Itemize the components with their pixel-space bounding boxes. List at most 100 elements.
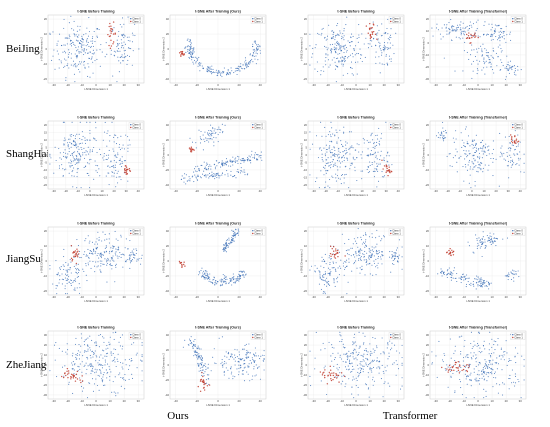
class0-point <box>393 252 395 254</box>
class0-point <box>472 251 474 253</box>
class0-point <box>247 351 249 354</box>
class0-point <box>246 371 248 373</box>
class0-point <box>249 352 251 354</box>
class0-point <box>238 156 240 158</box>
class0-point <box>58 165 61 167</box>
class0-point <box>101 254 103 256</box>
class0-point <box>90 370 92 372</box>
x-tick-label: 10 <box>109 399 113 403</box>
class0-point <box>331 161 333 163</box>
class1-point <box>70 378 72 380</box>
class0-point <box>387 152 389 154</box>
class0-point <box>118 42 120 45</box>
y-tick-label: -20 <box>165 62 169 66</box>
class0-point <box>343 51 345 54</box>
legend-label-class0: Class 0 <box>392 229 401 233</box>
class0-point <box>466 274 468 276</box>
class0-point <box>450 18 452 21</box>
class1-point <box>199 380 202 382</box>
class0-point <box>520 171 522 173</box>
class0-point <box>133 254 135 256</box>
class0-point <box>215 69 217 71</box>
y-tick-label: -40 <box>165 393 169 397</box>
class0-point <box>342 74 344 76</box>
class0-point <box>483 379 485 381</box>
class0-point <box>78 160 80 162</box>
class0-point <box>347 355 349 357</box>
class0-point <box>129 365 131 367</box>
class0-point <box>331 152 333 154</box>
class0-point <box>257 48 259 51</box>
class0-point <box>443 24 445 26</box>
class0-point <box>221 76 223 78</box>
class0-point <box>324 167 326 169</box>
class0-point <box>330 52 332 54</box>
class0-point <box>368 171 371 173</box>
class0-point <box>78 51 80 53</box>
class0-point <box>111 171 113 173</box>
class0-point <box>73 256 75 259</box>
class0-point <box>136 367 138 369</box>
class0-point <box>445 26 447 28</box>
class0-point <box>253 55 255 57</box>
class0-point <box>492 39 494 41</box>
class0-point <box>83 53 85 56</box>
class0-point <box>511 273 513 275</box>
class1-point <box>369 37 372 40</box>
class0-point <box>75 55 77 57</box>
class0-point <box>63 121 65 123</box>
class0-point <box>346 293 348 295</box>
class0-point <box>119 50 121 52</box>
class0-point <box>80 385 82 387</box>
class0-point <box>357 386 359 389</box>
class0-point <box>127 150 129 152</box>
class0-point <box>94 243 96 245</box>
class0-point <box>319 148 321 150</box>
class0-point <box>198 365 200 367</box>
class0-point <box>373 351 375 353</box>
class0-point <box>472 23 475 25</box>
class0-point <box>112 381 114 383</box>
class0-point <box>206 273 208 275</box>
class0-point <box>470 24 472 26</box>
y-tick-label: 0 <box>427 41 429 45</box>
class0-point <box>111 391 113 393</box>
class0-point <box>387 48 389 50</box>
class0-point <box>492 369 494 371</box>
class0-point <box>337 276 339 278</box>
class0-point <box>480 245 482 247</box>
class0-point <box>391 263 394 265</box>
class0-point <box>484 365 486 367</box>
class0-point <box>378 361 381 363</box>
class0-point <box>481 237 483 239</box>
class0-point <box>229 243 231 245</box>
class0-point <box>72 364 74 366</box>
class0-point <box>337 57 339 59</box>
class0-point <box>490 66 492 68</box>
class1-point <box>70 376 73 378</box>
x-tick-label: 10 <box>109 295 113 299</box>
class0-point <box>452 28 454 30</box>
class0-point <box>200 270 202 272</box>
class0-point <box>67 264 69 266</box>
class0-point <box>351 369 353 371</box>
class0-point <box>222 162 224 164</box>
class0-point <box>239 172 242 174</box>
class0-point <box>123 37 125 39</box>
class0-point <box>342 37 344 39</box>
class0-point <box>458 277 460 279</box>
class0-point <box>207 66 209 68</box>
class0-point <box>319 147 321 149</box>
class0-point <box>74 279 76 281</box>
class1-point <box>471 35 473 37</box>
class0-point <box>380 155 382 157</box>
class0-point <box>349 147 351 150</box>
class0-point <box>189 41 191 43</box>
class0-point <box>113 246 115 248</box>
class0-point <box>439 134 441 136</box>
class0-point <box>254 58 256 60</box>
x-tick-label: 0 <box>355 295 357 299</box>
class0-point <box>377 256 380 258</box>
legend-label-class0: Class 0 <box>254 229 263 233</box>
x-tick-label: 20 <box>123 83 127 87</box>
